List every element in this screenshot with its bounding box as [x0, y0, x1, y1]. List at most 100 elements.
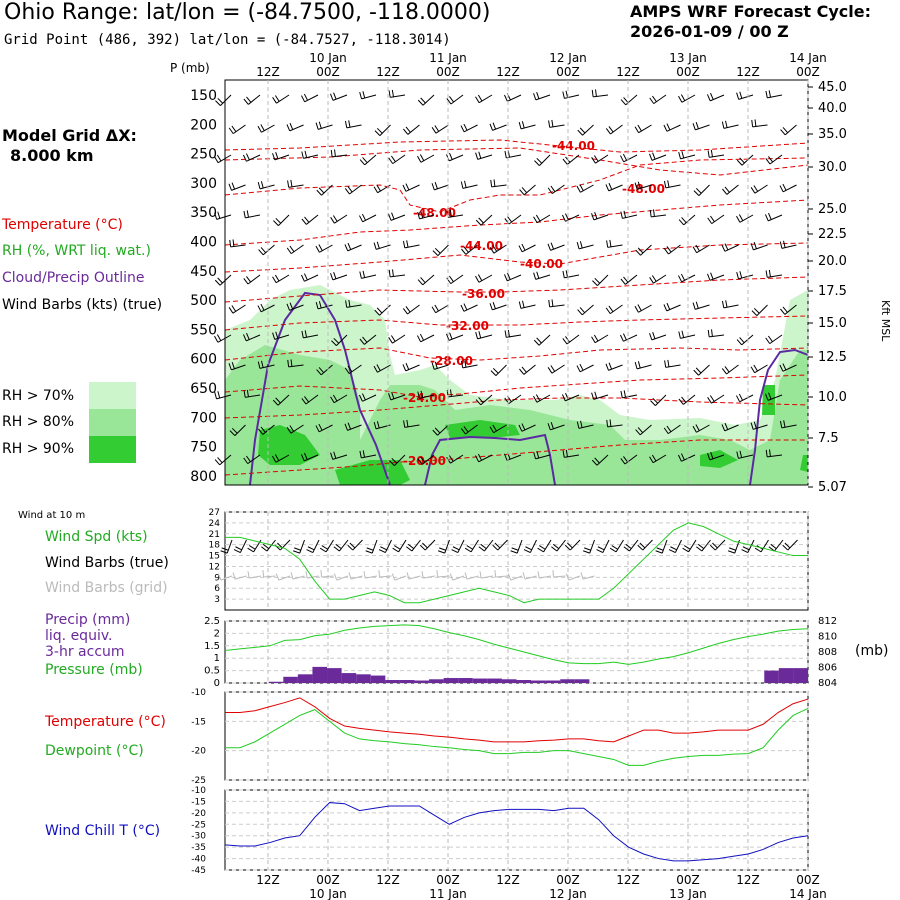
- upper-wind-barb-feather: [521, 121, 525, 129]
- upper-wind-barb: [392, 334, 406, 344]
- upper-wind-barb-feather: [562, 270, 565, 278]
- upper-wind-barb: [680, 334, 696, 339]
- top-time-tick: 00Z: [676, 65, 700, 79]
- upper-wind-barb: [564, 274, 580, 279]
- upper-wind-barb: [579, 364, 594, 373]
- upper-wind-barb-feather: [347, 186, 353, 193]
- upper-wind-barb-feather: [768, 392, 772, 400]
- windchill-ytick: -25: [191, 820, 206, 830]
- true-wind-barb-feather: [347, 544, 354, 551]
- upper-wind-barb-feather: [492, 122, 497, 130]
- pressure-tick: 400: [190, 235, 217, 251]
- upper-wind-barb: [277, 394, 290, 406]
- upper-wind-barb: [435, 304, 449, 314]
- upper-wind-barb-feather: [765, 158, 771, 165]
- upper-wind-barb: [754, 184, 768, 194]
- true-wind-barb-feather: [597, 546, 605, 551]
- dewpoint-legend: Dewpoint (°C): [45, 743, 144, 759]
- true-wind-barb-feather: [668, 549, 676, 554]
- upper-wind-barb-feather: [478, 397, 484, 404]
- true-wind-barb: [543, 539, 552, 553]
- upper-wind-barb-feather: [750, 243, 754, 251]
- upper-wind-barb-feather: [518, 121, 522, 130]
- upper-wind-barb-feather: [605, 363, 609, 371]
- upper-wind-barb: [651, 154, 667, 161]
- upper-wind-barb-feather: [477, 274, 483, 281]
- upper-wind-barb-feather: [579, 241, 583, 249]
- upper-wind-barb-feather: [594, 391, 598, 399]
- upper-wind-barb-feather: [562, 450, 565, 458]
- upper-wind-barb-feather: [594, 212, 598, 219]
- upper-wind-barb-feather: [231, 362, 235, 369]
- upper-wind-barb-feather: [348, 299, 351, 307]
- upper-wind-barb: [638, 124, 652, 134]
- upper-wind-barb-feather: [272, 97, 277, 104]
- true-wind-barb: [773, 539, 784, 552]
- grid-wind-barb: [234, 575, 247, 580]
- grid-wind-barb-feather: [378, 570, 381, 578]
- upper-wind-barb-feather: [332, 215, 338, 222]
- upper-wind-barb-feather: [216, 334, 222, 341]
- wind-true-legend: Wind Barbs (true): [45, 555, 169, 571]
- cloud-legend: Cloud/Precip Outline: [2, 270, 145, 286]
- upper-wind-barb-feather: [330, 273, 334, 281]
- true-wind-barb: [384, 539, 392, 553]
- upper-wind-barb: [723, 124, 739, 129]
- upper-wind-barb: [348, 364, 362, 375]
- upper-wind-barb-feather: [344, 367, 350, 374]
- upper-wind-barb-feather: [229, 239, 232, 247]
- upper-wind-barb-feather: [475, 96, 480, 103]
- upper-wind-barb-feather: [695, 122, 699, 129]
- top-time-tick: 00Z: [796, 65, 820, 79]
- true-wind-barb: [602, 539, 610, 553]
- upper-wind-barb-feather: [736, 92, 740, 100]
- upper-wind-barb: [581, 304, 594, 316]
- upper-wind-barb-feather: [214, 391, 217, 400]
- upper-wind-barb-feather: [779, 185, 784, 193]
- precip-bar: [472, 678, 488, 683]
- true-wind-barb: [628, 539, 639, 552]
- upper-wind-barb-feather: [518, 301, 522, 309]
- top-time-tick: 00Z: [316, 65, 340, 79]
- upper-wind-barb-feather: [623, 390, 627, 398]
- rh90-swatch: [89, 436, 136, 463]
- upper-wind-barb-feather: [706, 94, 711, 102]
- upper-wind-barb-feather: [592, 280, 598, 286]
- upper-wind-barb-feather: [623, 276, 629, 283]
- upper-wind-barb-feather: [751, 119, 754, 127]
- true-wind-barb-feather: [596, 549, 604, 554]
- upper-wind-barb-feather: [214, 212, 218, 220]
- pressure-axis: 150 200 250 300 350 400 450 500 550 600 650 700 750 8…: [190, 88, 217, 485]
- upper-wind-barb: [622, 214, 638, 219]
- upper-wind-barb-feather: [623, 456, 629, 463]
- true-wind-barb-feather: [582, 550, 590, 554]
- upper-wind-barb-feather: [301, 95, 306, 103]
- upper-wind-barb-feather: [680, 453, 685, 461]
- upper-wind-barb-feather: [405, 183, 410, 191]
- upper-wind-barb: [638, 304, 652, 313]
- bottom-time-tick: 12Z: [256, 873, 280, 887]
- upper-wind-barb-feather: [622, 333, 627, 341]
- temp-yaxis: -10 -15 -20 -25: [191, 688, 206, 786]
- rh80-area: [225, 345, 808, 485]
- wind-frame: [224, 511, 809, 611]
- true-wind-barb-feather: [249, 545, 256, 550]
- wind-speed-line: [225, 522, 808, 604]
- upper-wind-barb-feather: [301, 218, 307, 225]
- bottom-time-tick: 00Z: [796, 873, 820, 887]
- grid-wind-barb: [394, 575, 407, 581]
- upper-wind-barb: [507, 94, 522, 102]
- upper-wind-barb-feather: [620, 155, 625, 163]
- top-date-tick: 14 Jan: [789, 51, 827, 65]
- upper-wind-barb: [597, 274, 609, 286]
- upper-wind-barb-feather: [782, 127, 789, 134]
- upper-wind-barb-feather: [521, 243, 526, 251]
- upper-wind-barb-feather: [666, 123, 671, 131]
- upper-wind-barb-feather: [434, 125, 440, 132]
- true-wind-barb: [747, 539, 755, 553]
- upper-wind-barb: [261, 124, 275, 133]
- upper-wind-barb-feather: [231, 125, 237, 132]
- upper-wind-barb: [245, 214, 261, 219]
- height-tick: 35.0: [818, 127, 847, 142]
